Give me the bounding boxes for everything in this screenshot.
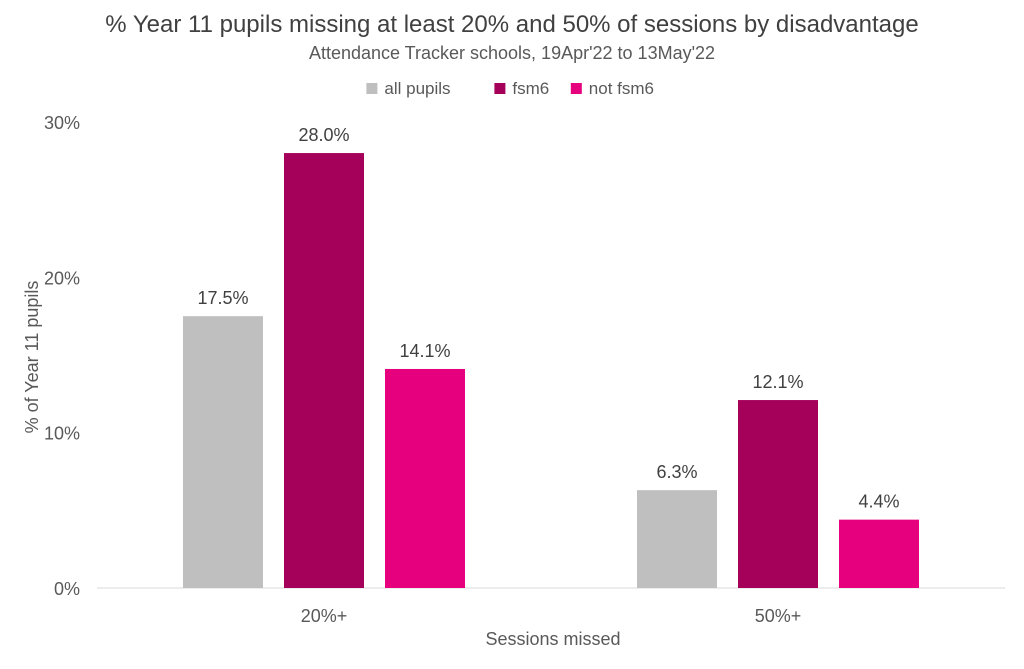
bar-not-fsm6-2 [839,519,919,588]
y-axis-title: % of Year 11 pupils [22,281,42,434]
data-label: 17.5% [197,288,248,308]
bar-all-pupils-2 [637,490,717,588]
data-label: 12.1% [752,372,803,392]
legend-label: all pupils [384,79,450,98]
x-tick-label: 20%+ [301,606,348,626]
y-tick-label: 10% [44,424,80,444]
bar-all-pupils-1 [183,316,263,588]
legend: all pupils fsm6 not fsm6 [366,79,654,98]
y-tick-label: 0% [54,579,80,599]
bar-fsm6-2 [738,400,818,588]
legend-label: fsm6 [512,79,549,98]
data-label: 6.3% [656,462,697,482]
legend-label: not fsm6 [589,79,654,98]
y-tick-label: 20% [44,268,80,288]
bar-fsm6-1 [284,153,364,589]
data-label: 14.1% [399,341,450,361]
y-tick-label: 30% [44,113,80,133]
data-label: 4.4% [858,492,899,512]
legend-swatch [570,83,582,94]
x-axis-title: Sessions missed [485,629,620,649]
chart-subtitle: Attendance Tracker schools, 19Apr'22 to … [309,43,715,63]
legend-swatch [366,83,378,94]
plot-area: 17.5% 28.0% 14.1% 6.3% 12.1% 4.4% [183,125,919,589]
y-axis: 0% 10% 20% 30% [44,113,80,599]
x-tick-label: 50%+ [755,606,802,626]
data-label: 28.0% [298,125,349,145]
legend-swatch [494,83,506,94]
bar-not-fsm6-1 [385,368,465,588]
chart-title: % Year 11 pupils missing at least 20% an… [105,11,918,38]
x-axis: 20%+ 50%+ [301,606,802,626]
